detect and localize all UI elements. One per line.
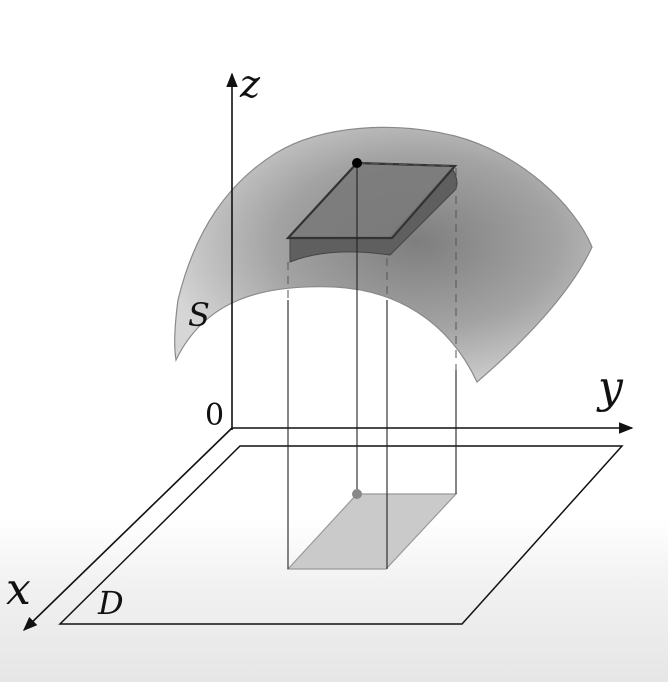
projected-patch	[286, 493, 458, 570]
tangent-patch	[285, 161, 458, 240]
projected-point	[352, 489, 362, 499]
surface-s	[174, 126, 593, 383]
y-axis-label: y	[596, 362, 624, 413]
surface-label: S	[188, 296, 210, 334]
z-axis-label: z	[239, 62, 261, 106]
region-d-plane	[58, 445, 624, 625]
region-label: D	[97, 584, 124, 622]
dashed-top-edge	[356, 162, 456, 167]
surface-point	[352, 158, 362, 168]
x-axis-label: x	[6, 564, 31, 615]
origin-label: 0	[205, 398, 224, 433]
x-axis	[22, 427, 233, 632]
